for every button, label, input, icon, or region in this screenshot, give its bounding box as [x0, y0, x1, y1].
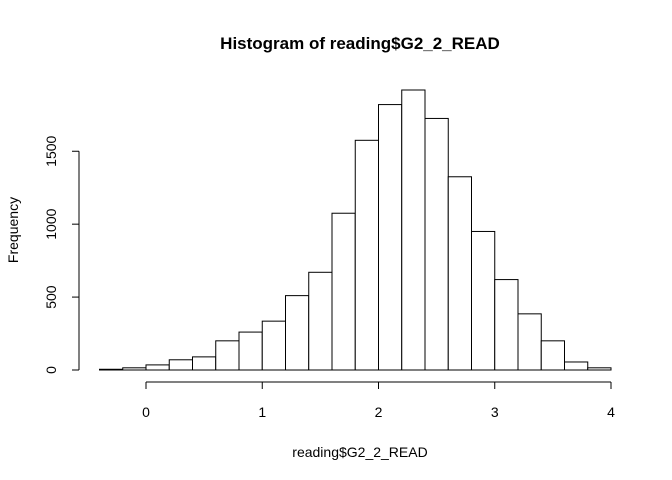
histogram-bar-12: [378, 104, 403, 371]
histogram-bar-0: [99, 368, 124, 371]
x-axis: 0 1 2 3 4: [142, 381, 615, 420]
y-tick-label-3: 1500: [43, 135, 59, 166]
histogram-bar-8: [285, 295, 310, 371]
histogram-bar-15: [447, 176, 472, 371]
y-axis: 0 500 1000 1500: [43, 135, 80, 374]
histogram-bar-19: [540, 340, 565, 371]
histogram-bar-4: [192, 356, 217, 371]
y-axis-title: Frequency: [5, 197, 21, 263]
histogram-bar-3: [168, 359, 193, 371]
histogram-bar-7: [261, 320, 286, 371]
histogram-bar-13: [401, 89, 426, 371]
x-tick-label-4: 4: [607, 404, 615, 420]
histogram-bar-5: [215, 340, 240, 371]
histogram-bar-1: [122, 367, 147, 371]
histogram-bar-10: [331, 212, 356, 371]
histogram-bar-6: [238, 331, 263, 371]
y-tick-label-0: 0: [43, 366, 59, 374]
histogram-bar-11: [354, 139, 379, 371]
histogram-bar-20: [564, 361, 589, 371]
histogram-bar-14: [424, 117, 449, 371]
x-axis-title: reading$G2_2_READ: [292, 444, 427, 460]
x-tick-label-2: 2: [375, 404, 383, 420]
histogram-bar-16: [471, 230, 496, 371]
histogram-bar-9: [308, 271, 333, 371]
histogram-bar-2: [145, 364, 170, 371]
histogram-bar-21: [587, 367, 612, 371]
bars-group: [99, 89, 612, 371]
histogram-bar-18: [517, 313, 542, 371]
x-tick-label-0: 0: [142, 404, 150, 420]
y-tick-label-2: 1000: [43, 208, 59, 239]
x-tick-label-1: 1: [258, 404, 266, 420]
x-tick-label-3: 3: [491, 404, 499, 420]
chart-title: Histogram of reading$G2_2_READ: [220, 34, 500, 53]
y-tick-label-1: 500: [43, 285, 59, 309]
histogram-bar-17: [494, 279, 519, 371]
